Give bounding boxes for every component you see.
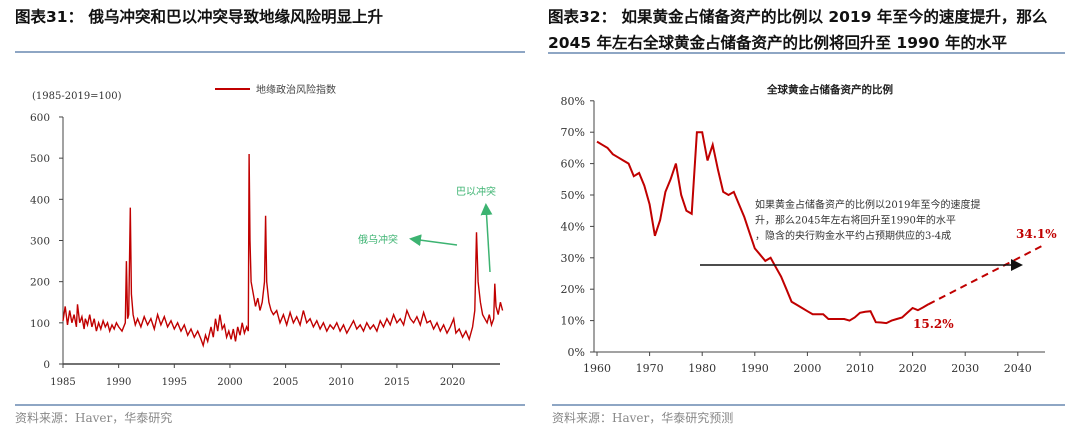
y-tick-label: 50% [561,189,585,202]
annotation-israel-palestine: 巴以冲突 [456,185,496,198]
y-tick-label: 20% [561,283,585,296]
annotation-text-line: ，隐含的央行购金水平约占预期供应的3-4成 [755,229,951,242]
annotation-text-line: 如果黄金占储备资产的比例以2019年至今的速度提 [755,198,980,211]
x-tick-label: 2005 [273,377,298,388]
y-tick-label: 40% [561,220,585,233]
label-34-1: 34.1% [1016,227,1057,241]
x-tick-label: 2000 [793,362,821,375]
x-tick-label: 1985 [50,377,75,388]
left-source: 资料来源：Haver，华泰研究 [15,411,173,425]
series-line-projection [927,244,1045,306]
y-tick-label: 80% [561,95,585,108]
right-footer-divider [552,404,1065,406]
annotation-arrow [409,234,458,247]
y-tick-label: 70% [561,126,585,139]
right-title-divider [548,52,1065,54]
unit-note: (1985-2019=100) [32,91,122,102]
y-tick-label: 30% [561,252,585,265]
left-title-divider [15,51,525,53]
left-footer-divider [15,404,525,406]
x-tick-label: 2000 [217,377,242,388]
x-tick-label: 2015 [384,377,409,388]
annotation-russia-ukraine: 俄乌冲突 [358,233,398,246]
x-tick-label: 1970 [636,362,664,375]
right-chart-title-line2: 2045 年左右全球黄金占储备资产的比例将回升至 1990 年的水平 [548,34,1007,52]
x-tick-label: 1980 [688,362,716,375]
y-tick-label: 10% [561,315,585,328]
annotation-text-line: 升，那么2045年左右将回升至1990年的水平 [755,214,956,227]
x-tick-label: 2030 [951,362,979,375]
y-tick-label: 200 [30,277,50,289]
x-tick-label: 2020 [440,377,465,388]
y-tick-label: 300 [30,235,50,247]
y-tick-label: 500 [30,153,50,165]
series-line-geopolitical-risk [62,153,504,349]
label-15-2: 15.2% [913,317,954,331]
y-tick-label: 100 [30,318,50,330]
right-source: 资料来源：Haver，华泰研究预测 [552,411,734,425]
y-tick-label: 400 [30,194,50,206]
right-chart-title-line1: 图表32： 如果黄金占储备资产的比例以 2019 年至今的速度提升，那么 [548,8,1048,26]
y-tick-label: 0% [568,346,585,359]
annotation-arrow [480,203,493,273]
x-tick-label: 1995 [162,377,187,388]
x-tick-label: 2020 [899,362,927,375]
x-tick-label: 2010 [846,362,874,375]
legend-label: 地缘政治风险指数 [256,83,336,96]
y-tick-label: 0 [43,359,50,371]
x-tick-label: 1960 [583,362,611,375]
y-tick-label: 60% [561,158,585,171]
left-chart-title: 图表31： 俄乌冲突和巴以冲突导致地缘风险明显上升 [15,8,383,26]
x-tick-label: 2010 [329,377,354,388]
x-tick-label: 2040 [1004,362,1032,375]
chart-title: 全球黄金占储备资产的比例 [766,83,893,96]
x-tick-label: 1990 [741,362,769,375]
x-tick-label: 1990 [106,377,131,388]
y-tick-label: 600 [30,112,50,124]
series-line-actual [596,131,929,325]
